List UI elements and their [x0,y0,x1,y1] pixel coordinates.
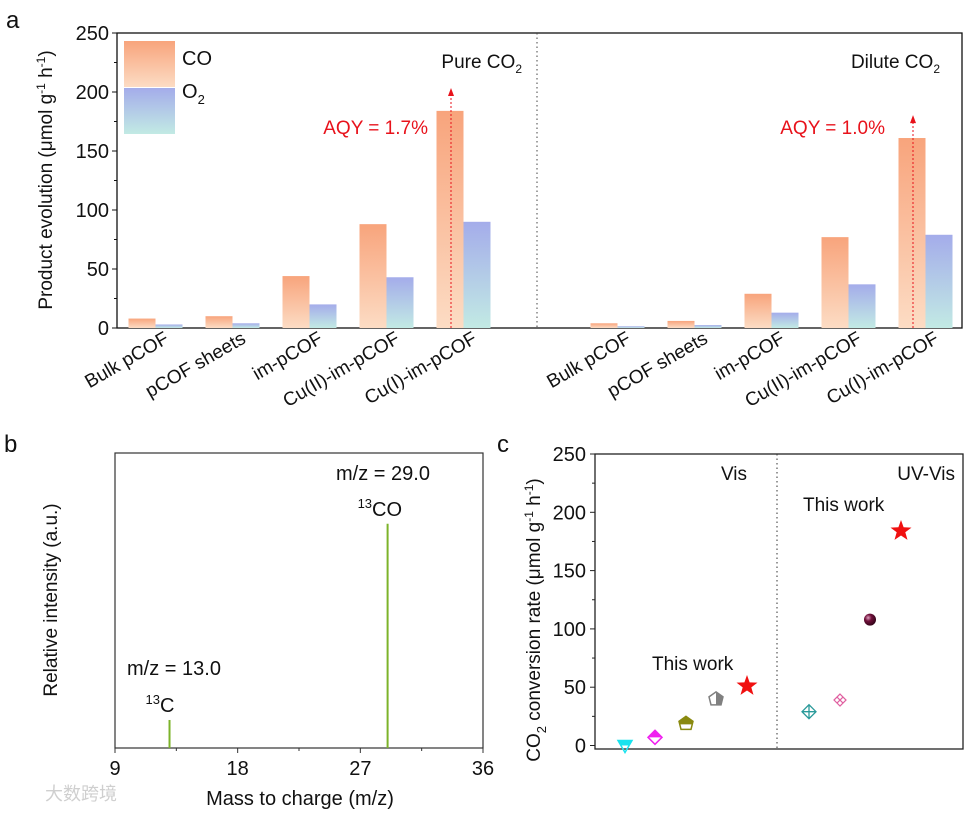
y-axis-label: Product evolution (μmol g-1 h-1) [34,50,57,309]
bar-o2 [232,323,260,328]
y-tick-label: 50 [564,677,586,699]
legend-swatch-o2 [124,88,175,134]
aqy-annotation: AQY = 1.7% [323,118,428,139]
arrow-head [448,88,454,96]
x-tick-label: 18 [227,758,249,780]
bar-co [436,110,464,328]
bar-o2 [386,277,414,328]
y-tick-label: 0 [575,736,586,758]
bar-co [128,318,156,328]
panel-label-b: b [4,431,17,458]
marker-triangle-down-fill [618,740,632,746]
bar-o2 [463,221,491,328]
bar-co [590,323,618,328]
region-label-vis: Vis [721,464,747,485]
arrow-head [910,115,916,124]
y-tick-label: 100 [553,619,586,641]
bar-co [282,276,310,328]
peak-species-label: 13CO [358,496,402,521]
bar-o2 [617,326,645,328]
legend-label-o2: O2 [182,81,205,107]
marker-star [736,675,758,695]
bar-o2 [309,304,337,328]
marker-pentagon-fill [679,716,693,725]
panel-a-chart: 0 50 100 150 200 250 Product evolution (μmol g… [34,23,963,412]
peak-mz-label: m/z = 13.0 [127,658,221,680]
bar-co [898,138,926,328]
marker-sphere [864,613,876,626]
y-tick-label: 250 [76,23,109,45]
this-work-annotation: This work [803,495,885,516]
x-tick-label: 27 [349,758,371,780]
y-tick-label: 0 [98,318,109,340]
plot-frame [594,453,964,750]
marker-star [890,520,912,540]
y-axis-label: Relative intensity (a.u.) [41,503,62,696]
bar-co [667,320,695,328]
legend-label-co: CO [182,48,212,70]
y-tick-label: 50 [87,259,109,281]
bar-o2 [925,234,953,328]
y-tick-label: 150 [553,561,586,583]
aqy-annotation: AQY = 1.0% [780,118,885,139]
y-axis-label: CO2 conversion rate (μmol g-1 h-1) [522,478,549,761]
marker-diamond-fill [648,730,662,738]
bar-co [205,316,233,328]
x-tick-label: 36 [472,758,494,780]
y-tick-label: 250 [553,444,586,466]
region-label-uv-vis: UV-Vis [897,464,955,485]
peak-species-label: 13C [146,692,175,717]
bar-o2 [694,325,722,328]
group-label: Dilute CO2 [851,52,940,76]
peak-mz-label: m/z = 29.0 [336,463,430,485]
legend-swatch-co [124,41,175,87]
panel-b-chart: 9 18 27 36 Mass to charge (m/z) Relative inte… [41,452,494,810]
watermark: 大数跨境 [45,784,117,804]
marker-hatched-diamond [833,693,847,707]
y-tick-label: 150 [76,141,109,163]
y-tick-label: 200 [76,82,109,104]
panel-label-c: c [497,431,509,458]
group-label: Pure CO2 [441,52,522,76]
bar-o2 [848,284,876,328]
bar-co [744,293,772,328]
x-axis-label: Mass to charge (m/z) [206,788,394,810]
marker-pentagon-half-fill [716,691,723,705]
this-work-annotation: This work [652,654,734,675]
bar-co [821,237,849,328]
y-tick-label: 100 [76,200,109,222]
bar-o2 [155,324,183,328]
bar-co [359,224,387,328]
bar-o2 [771,312,799,328]
panel-label-a: a [6,7,20,34]
marker-diamond-cross [801,703,817,720]
x-tick-label: 9 [109,758,120,780]
y-tick-label: 200 [553,502,586,524]
